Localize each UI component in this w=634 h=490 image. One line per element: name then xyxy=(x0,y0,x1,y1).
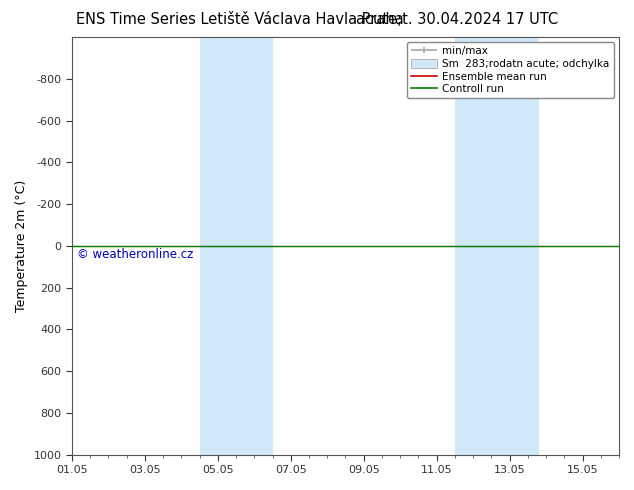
Text: ENS Time Series Letiště Václava Havla Praha: ENS Time Series Letiště Václava Havla Pr… xyxy=(76,12,404,27)
Text: © weatheronline.cz: © weatheronline.cz xyxy=(77,247,194,261)
Legend: min/max, Sm  283;rodatn acute; odchylka, Ensemble mean run, Controll run: min/max, Sm 283;rodatn acute; odchylka, … xyxy=(407,42,614,98)
Y-axis label: Temperature 2m (°C): Temperature 2m (°C) xyxy=(15,180,28,312)
Bar xyxy=(455,37,539,455)
Text: acute;t. 30.04.2024 17 UTC: acute;t. 30.04.2024 17 UTC xyxy=(356,12,558,27)
Bar xyxy=(200,37,273,455)
